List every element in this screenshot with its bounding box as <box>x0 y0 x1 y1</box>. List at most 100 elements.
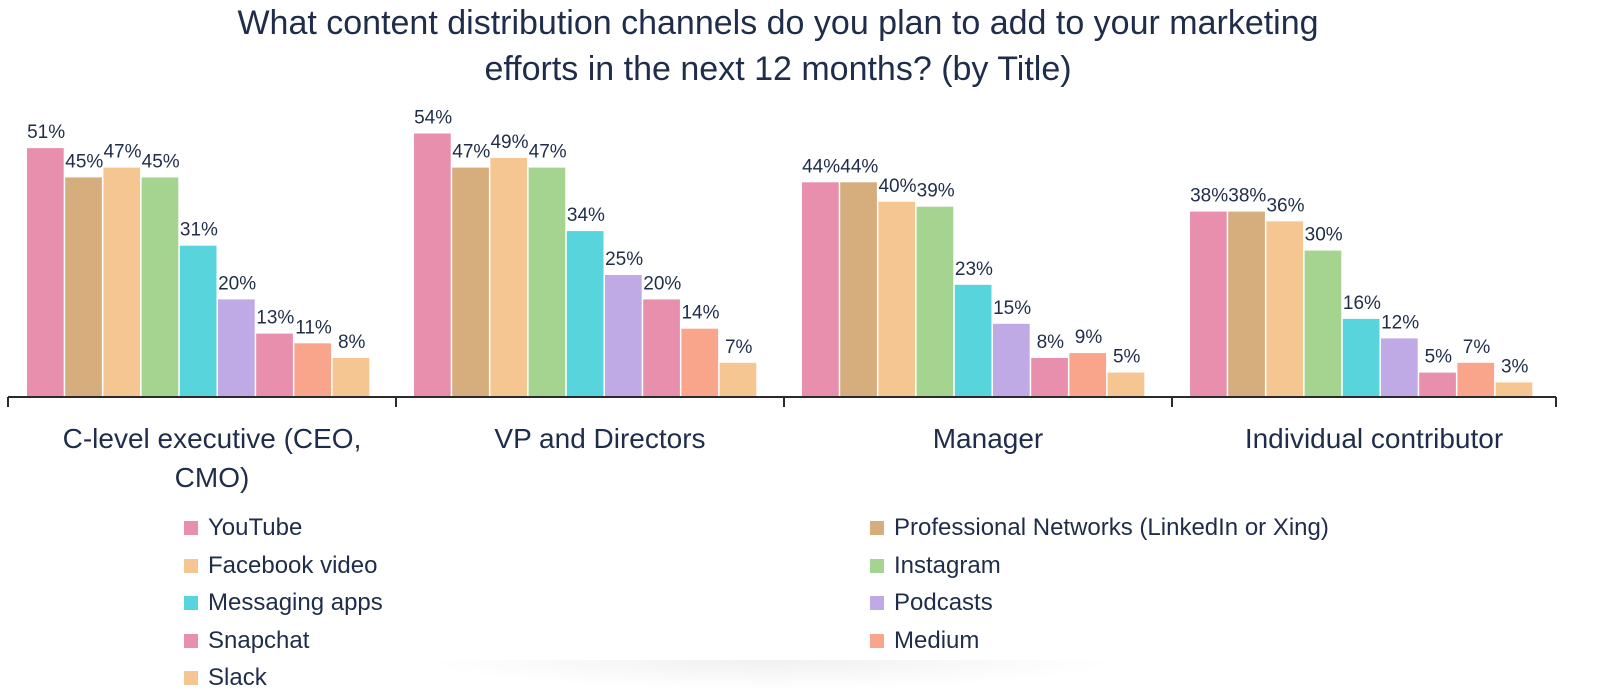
category-label: Manager <box>933 423 1044 454</box>
bar-medium-2 <box>1069 353 1107 397</box>
data-label: 47% <box>529 142 567 163</box>
data-label: 47% <box>452 142 490 163</box>
data-label: 23% <box>955 259 993 280</box>
bar-facebook-video-0 <box>103 167 141 397</box>
legend-item-messaging-apps: Messaging apps <box>184 589 383 617</box>
chart-title-line-1: What content distribution channels do yo… <box>237 4 1319 42</box>
data-label: 38% <box>1228 186 1266 207</box>
legend-label: Instagram <box>894 551 1001 579</box>
bar-professional-networks-linkedin-or-xing--0 <box>65 177 102 397</box>
legend-label: Podcasts <box>894 589 993 616</box>
data-label: 20% <box>643 273 681 294</box>
data-label: 14% <box>681 303 719 324</box>
data-label: 5% <box>1425 347 1453 368</box>
legend-label: Medium <box>894 626 980 654</box>
legend-swatch <box>870 596 884 610</box>
bar-podcasts-0 <box>218 299 255 397</box>
bar-podcasts-3 <box>1381 338 1418 397</box>
bar-slack-2 <box>1107 372 1145 397</box>
data-label: 8% <box>1037 332 1065 353</box>
legend-swatch <box>870 521 884 535</box>
legend-swatch <box>870 633 884 648</box>
legend-item-professional-networks-linkedin-or-xing-: Professional Networks (LinkedIn or Xing) <box>870 514 1329 542</box>
category-label: C-level executive (CEO, <box>63 423 362 454</box>
legend-swatch <box>184 596 198 610</box>
bar-professional-networks-linkedin-or-xing--2 <box>840 182 877 397</box>
data-label: 45% <box>142 151 180 172</box>
category-label: Individual contributor <box>1245 423 1503 454</box>
bar-slack-3 <box>1495 382 1533 397</box>
data-label: 8% <box>338 332 366 353</box>
legend-swatch <box>184 521 198 535</box>
legend-swatch <box>184 558 198 573</box>
legend-item-youtube: YouTube <box>184 514 302 542</box>
data-label: 9% <box>1075 327 1103 348</box>
chart-title: What content distribution channels do yo… <box>0 0 1556 92</box>
bar-chart: 51%54%44%38%45% 47%44%38%47% 49%40%36%45% 4… <box>7 108 1557 493</box>
bar-instagram-2 <box>916 206 954 397</box>
data-label: 39% <box>917 181 955 202</box>
legend-item-facebook-video: Facebook video <box>184 552 377 580</box>
bar-medium-1 <box>681 328 719 397</box>
legend-item-medium: Medium <box>870 627 979 655</box>
legend-item-podcasts: Podcasts <box>870 589 993 617</box>
data-label: 44% <box>802 156 840 177</box>
legend-label: Professional Networks (LinkedIn or Xing) <box>894 514 1329 541</box>
data-label: 16% <box>1343 293 1381 314</box>
bar-medium-0 <box>294 343 332 397</box>
bar-youtube-0 <box>27 148 64 397</box>
bar-podcasts-2 <box>993 323 1030 397</box>
bar-facebook-video-1 <box>490 157 528 397</box>
bar-messaging-apps-0 <box>179 245 217 397</box>
legend-label: Messaging apps <box>208 589 383 616</box>
legend-label: Slack <box>208 664 267 691</box>
legend-swatch <box>184 671 198 685</box>
bar-snapchat-0 <box>256 333 293 397</box>
bar-messaging-apps-1 <box>566 231 604 397</box>
legend-label: YouTube <box>208 514 303 541</box>
bar-snapchat-1 <box>643 299 680 397</box>
bar-messaging-apps-2 <box>954 284 992 397</box>
data-label: 5% <box>1113 347 1141 368</box>
bar-instagram-0 <box>141 177 179 397</box>
data-label: 3% <box>1501 356 1529 377</box>
chart-title-line-2: efforts in the next 12 months? (by Title… <box>484 50 1072 88</box>
legend-item-instagram: Instagram <box>870 552 1001 580</box>
bar-instagram-3 <box>1304 250 1342 397</box>
data-label: 20% <box>218 273 256 294</box>
bar-slack-0 <box>332 358 370 397</box>
bar-medium-3 <box>1457 362 1495 397</box>
bar-instagram-1 <box>528 167 566 397</box>
bar-messaging-apps-3 <box>1342 318 1380 397</box>
data-label: 49% <box>490 132 528 153</box>
data-label: 47% <box>103 142 141 163</box>
data-label: 12% <box>1381 312 1419 333</box>
legend-item-slack: Slack <box>184 664 267 692</box>
bar-snapchat-3 <box>1419 372 1456 397</box>
legend-swatch <box>870 558 884 573</box>
data-label: 7% <box>725 337 753 358</box>
legend-item-snapchat: Snapchat <box>184 627 309 655</box>
data-label: 15% <box>993 298 1031 319</box>
data-label: 45% <box>65 151 103 172</box>
data-label: 44% <box>840 156 878 177</box>
data-label: 25% <box>605 249 643 270</box>
bar-snapchat-2 <box>1031 358 1068 397</box>
bar-professional-networks-linkedin-or-xing--3 <box>1228 211 1265 397</box>
data-label: 38% <box>1190 186 1228 207</box>
data-label: 51% <box>27 122 65 143</box>
data-label: 34% <box>567 205 605 226</box>
bar-slack-1 <box>719 362 757 397</box>
legend-label: Facebook video <box>208 551 378 579</box>
bottom-shadow <box>420 660 1120 690</box>
bar-facebook-video-3 <box>1266 221 1304 397</box>
data-label: 36% <box>1266 195 1304 216</box>
data-label: 54% <box>414 108 452 129</box>
bar-youtube-1 <box>414 133 451 397</box>
data-label: 7% <box>1463 337 1491 358</box>
category-label: VP and Directors <box>494 423 705 454</box>
data-label: 13% <box>256 308 294 329</box>
bar-youtube-2 <box>802 182 839 397</box>
category-label: CMO) <box>175 462 250 493</box>
bar-youtube-3 <box>1190 211 1227 397</box>
